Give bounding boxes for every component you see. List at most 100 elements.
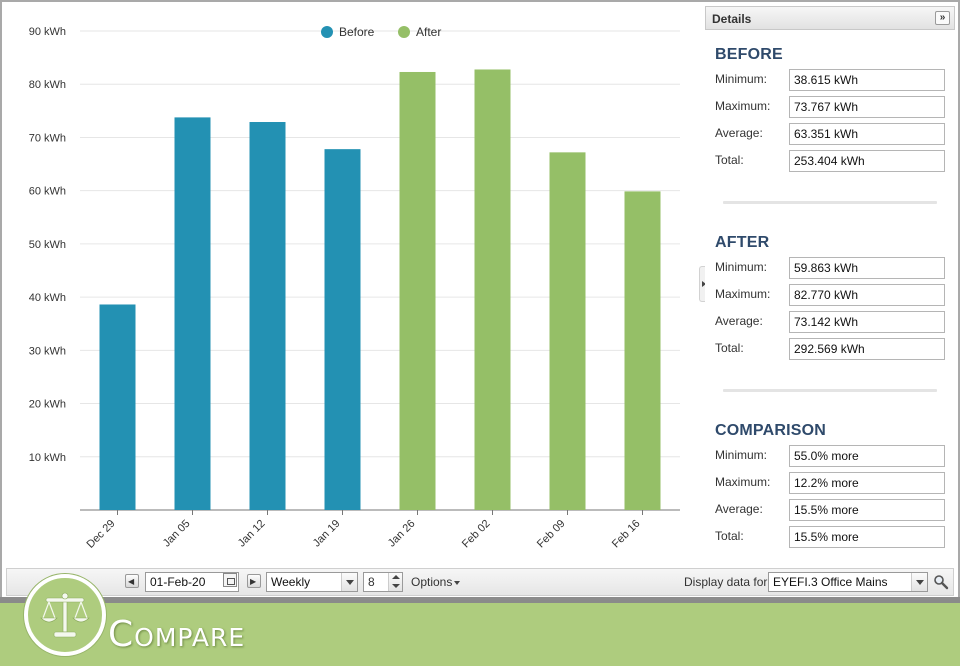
arrow-right-icon: ▶ xyxy=(250,577,257,586)
details-header: Details » xyxy=(705,6,955,30)
comparison-average-row: Average: 15.5% more xyxy=(705,499,955,521)
after-maximum-row: Maximum: 82.770 kWh xyxy=(705,284,955,306)
scales-icon xyxy=(40,592,90,638)
bar-dec-29[interactable] xyxy=(99,304,136,510)
chart-area: 10 kWh 20 kWh 30 kWh 40 kWh 50 kWh 60 kWh 70 k… xyxy=(2,2,698,568)
row-label: Maximum: xyxy=(715,99,771,113)
before-maximum-row: Maximum: 73.767 kWh xyxy=(705,96,955,118)
y-tick-label: 40 kWh xyxy=(29,292,66,304)
row-label: Average: xyxy=(715,502,763,516)
before-average-row: Average: 63.351 kWh xyxy=(705,123,955,145)
after-minimum-row: Minimum: 59.863 kWh xyxy=(705,257,955,279)
date-input[interactable]: 01-Feb-20 xyxy=(145,572,239,592)
after-total-field[interactable]: 292.569 kWh xyxy=(789,338,945,360)
previous-period-button[interactable]: ◀ xyxy=(125,574,139,588)
footer-shadow xyxy=(0,597,960,600)
row-label: Average: xyxy=(715,314,763,328)
before-maximum-field[interactable]: 73.767 kWh xyxy=(789,96,945,118)
legend-marker xyxy=(321,26,333,38)
after-minimum-field[interactable]: 59.863 kWh xyxy=(789,257,945,279)
logo xyxy=(24,574,106,656)
expand-icon[interactable]: » xyxy=(935,11,950,25)
x-tick-label: Dec 29 xyxy=(84,518,117,551)
bar-feb-02[interactable] xyxy=(474,69,511,510)
comparison-minimum-field[interactable]: 55.0% more xyxy=(789,445,945,467)
x-tick-label: Feb 16 xyxy=(610,518,643,551)
after-total-row: Total: 292.569 kWh xyxy=(705,338,955,360)
after-average-field[interactable]: 73.142 kWh xyxy=(789,311,945,333)
caret-down-icon xyxy=(454,581,460,585)
bar-jan-12[interactable] xyxy=(249,122,286,510)
section-divider xyxy=(723,201,937,204)
row-label: Minimum: xyxy=(715,72,768,86)
before-total-row: Total: 253.404 kWh xyxy=(705,150,955,172)
calendar-icon[interactable] xyxy=(223,573,237,587)
y-tick-label: 80 kWh xyxy=(29,79,66,91)
bar-jan-19[interactable] xyxy=(324,149,361,511)
stepper-arrows-icon[interactable] xyxy=(388,573,402,591)
details-panel: Details » BEFORE Minimum: 38.615 kWh Max… xyxy=(705,6,955,566)
arrow-left-icon: ◀ xyxy=(128,577,135,586)
display-data-label: Display data for: xyxy=(684,575,771,589)
bar-jan-05[interactable] xyxy=(174,117,211,510)
options-button[interactable]: Options xyxy=(411,575,453,589)
comparison-total-row: Total: 15.5% more xyxy=(705,526,955,548)
y-tick-label: 70 kWh xyxy=(29,132,66,144)
row-label: Average: xyxy=(715,126,763,140)
y-tick-label: 90 kWh xyxy=(29,26,66,38)
x-tick-label: Jan 12 xyxy=(236,518,268,550)
row-label: Minimum: xyxy=(715,260,768,274)
toolbar: ◀ 01-Feb-20 ▶ Weekly 8 Options Display d… xyxy=(6,568,954,596)
after-average-row: Average: 73.142 kWh xyxy=(705,311,955,333)
y-tick-label: 30 kWh xyxy=(29,345,66,357)
comparison-average-field[interactable]: 15.5% more xyxy=(789,499,945,521)
x-tick-label: Feb 09 xyxy=(535,518,568,551)
section-title: BEFORE xyxy=(715,46,783,63)
period-count-stepper[interactable]: 8 xyxy=(363,572,403,592)
bar-feb-16[interactable] xyxy=(624,191,661,510)
before-minimum-field[interactable]: 38.615 kWh xyxy=(789,69,945,91)
legend-label[interactable]: Before xyxy=(339,25,375,39)
row-label: Minimum: xyxy=(715,448,768,462)
y-tick-label: 50 kWh xyxy=(29,239,66,251)
page-title: Compare xyxy=(108,614,246,655)
bar-feb-09[interactable] xyxy=(549,152,586,510)
section-title: COMPARISON xyxy=(715,422,827,439)
meter-select-value: EYEFI.3 Office Mains xyxy=(773,575,888,589)
legend-label[interactable]: After xyxy=(416,25,441,39)
x-tick-label: Feb 02 xyxy=(460,518,493,551)
meter-select[interactable]: EYEFI.3 Office Mains xyxy=(768,572,928,592)
section-divider xyxy=(723,389,937,392)
interval-select-value: Weekly xyxy=(271,575,311,589)
chevron-down-icon xyxy=(911,573,927,591)
comparison-maximum-field[interactable]: 12.2% more xyxy=(789,472,945,494)
search-icon[interactable] xyxy=(933,574,949,590)
comparison-total-field[interactable]: 15.5% more xyxy=(789,526,945,548)
panel-collapse-handle[interactable] xyxy=(699,266,707,302)
row-label: Total: xyxy=(715,529,744,543)
bar-jan-26[interactable] xyxy=(399,71,436,510)
period-count-value: 8 xyxy=(368,575,375,589)
x-tick-label: Jan 19 xyxy=(311,518,343,550)
row-label: Total: xyxy=(715,153,744,167)
section-title: AFTER xyxy=(715,234,770,251)
comparison-maximum-row: Maximum: 12.2% more xyxy=(705,472,955,494)
interval-select[interactable]: Weekly xyxy=(266,572,358,592)
next-period-button[interactable]: ▶ xyxy=(247,574,261,588)
row-label: Maximum: xyxy=(715,475,771,489)
comparison-minimum-row: Minimum: 55.0% more xyxy=(705,445,955,467)
before-minimum-row: Minimum: 38.615 kWh xyxy=(705,69,955,91)
details-title: Details xyxy=(712,12,752,26)
x-tick-label: Jan 26 xyxy=(386,518,418,550)
row-label: Total: xyxy=(715,341,744,355)
row-label: Maximum: xyxy=(715,287,771,301)
legend-marker xyxy=(398,26,410,38)
after-maximum-field[interactable]: 82.770 kWh xyxy=(789,284,945,306)
footer-banner xyxy=(0,600,960,666)
y-tick-label: 20 kWh xyxy=(29,399,66,411)
chevron-down-icon xyxy=(341,573,357,591)
before-total-field[interactable]: 253.404 kWh xyxy=(789,150,945,172)
before-average-field[interactable]: 63.351 kWh xyxy=(789,123,945,145)
y-tick-label: 60 kWh xyxy=(29,186,66,198)
